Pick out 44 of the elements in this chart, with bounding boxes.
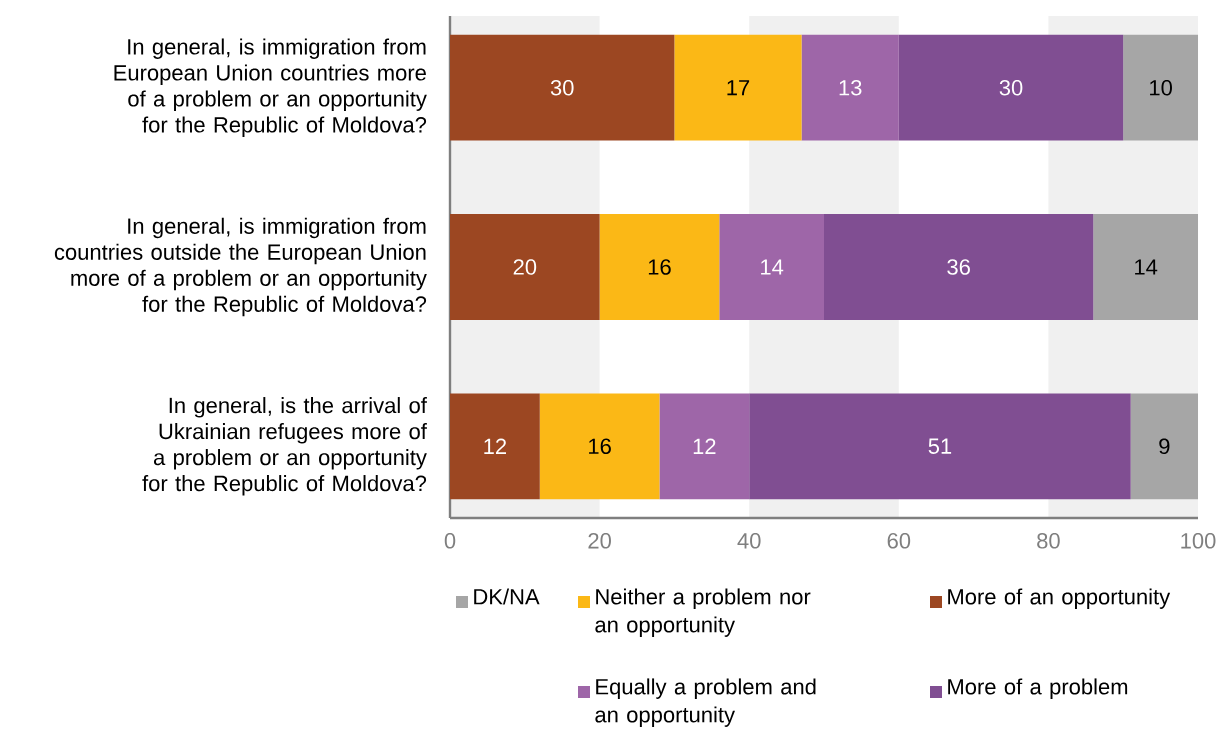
x-tick-label: 60 <box>887 533 911 549</box>
data-label: 9 <box>1159 438 1170 455</box>
x-tick-label: 100 <box>1181 533 1216 549</box>
data-label: 16 <box>648 259 671 275</box>
bar <box>450 214 600 320</box>
data-label: 10 <box>1150 79 1172 96</box>
data-label: 13 <box>839 79 862 96</box>
bar <box>1123 34 1199 141</box>
data-label: 12 <box>484 438 507 454</box>
x-tick-label: 40 <box>737 533 761 549</box>
data-label: 20 <box>513 259 537 275</box>
data-label: 16 <box>589 438 611 455</box>
bar <box>719 214 824 320</box>
legend-label: DK/NA <box>474 588 540 605</box>
x-tick-label: 20 <box>588 533 611 549</box>
data-label: 14 <box>761 259 784 275</box>
data-label: 36 <box>947 259 970 275</box>
x-tick-label: 80 <box>1037 533 1060 549</box>
x-tick-label: 0 <box>444 533 456 549</box>
data-label: 12 <box>693 438 716 454</box>
bar <box>898 34 1124 141</box>
data-label: 30 <box>550 79 574 96</box>
bar <box>599 214 720 320</box>
bar <box>749 393 1131 500</box>
bar <box>450 393 540 500</box>
legend-label: More of a problem <box>948 678 1128 699</box>
y-tick-label: In general, is the arrival of Ukrainian refugees more of a problem or an opportunity for the Republic of Moldova? <box>142 397 427 496</box>
data-label: 51 <box>928 438 952 454</box>
y-tick-label: In general, is immigration from countries outside the European Union more of a problem or an opportunity for the Republic of Moldova? <box>54 217 427 317</box>
data-label: 17 <box>727 80 750 96</box>
y-tick-label: In general, is immigration from European Union countries more of a problem or an opportunity for the Republic of Moldova? <box>114 38 427 137</box>
bar <box>450 34 675 141</box>
data-label: 30 <box>999 79 1023 96</box>
data-label: 14 <box>1135 259 1158 275</box>
bar <box>539 393 660 500</box>
bar <box>674 34 802 141</box>
bar <box>659 393 750 500</box>
legend-label: Equally a problem and an opportunity <box>595 678 816 727</box>
bar <box>1130 393 1199 500</box>
bar <box>824 214 1094 320</box>
bar <box>801 34 899 141</box>
bar <box>1093 214 1199 320</box>
legend-label: More of an opportunity <box>948 588 1171 609</box>
legend-label: Neither a problem nor an opportunity <box>595 588 811 637</box>
